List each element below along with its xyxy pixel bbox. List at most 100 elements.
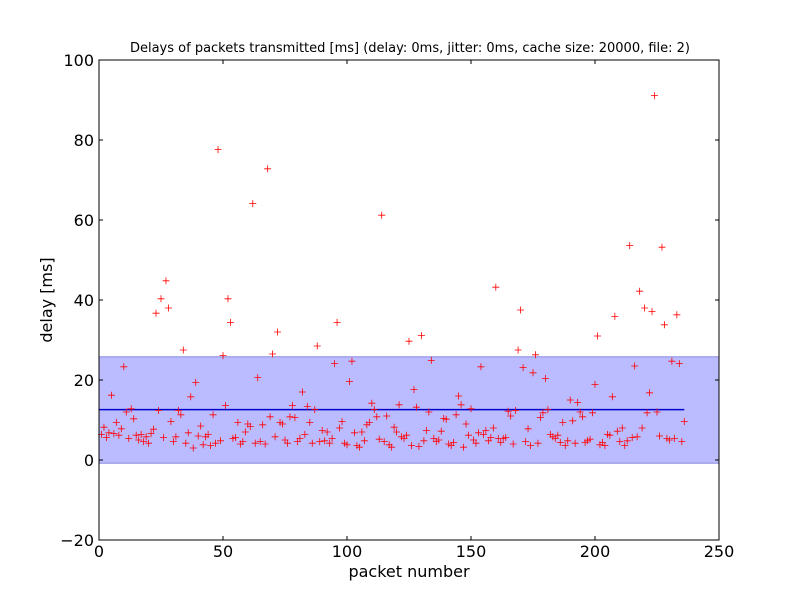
- data-point-50: [219, 352, 227, 360]
- data-point-190: [566, 396, 574, 404]
- data-point-63: [251, 439, 259, 447]
- data-point-128: [412, 403, 420, 411]
- data-point-162: [497, 438, 505, 446]
- data-point-213: [623, 437, 631, 445]
- data-point-101: [345, 378, 353, 386]
- data-point-112: [373, 413, 381, 421]
- x-tick-label-0: 0: [94, 542, 104, 561]
- data-point-170: [517, 306, 525, 314]
- x-tick-label-200: 200: [580, 542, 611, 561]
- data-point-26: [159, 434, 167, 442]
- data-point-148: [462, 420, 470, 428]
- data-point-185: [554, 431, 562, 439]
- data-point-236: [680, 418, 688, 426]
- data-point-217: [633, 433, 641, 441]
- data-point-160: [492, 283, 500, 291]
- data-point-164: [502, 434, 510, 442]
- data-point-178: [536, 414, 544, 422]
- data-point-5: [107, 391, 115, 399]
- data-point-23: [152, 309, 160, 317]
- data-point-109: [365, 418, 373, 426]
- data-point-59: [241, 428, 249, 436]
- data-point-131: [420, 437, 428, 445]
- data-point-124: [403, 431, 411, 439]
- data-point-200: [591, 380, 599, 388]
- data-point-147: [460, 443, 468, 451]
- y-tick-label-20: 20: [74, 371, 94, 390]
- data-point-150: [467, 405, 475, 413]
- data-point-156: [482, 426, 490, 434]
- x-tick-label-250: 250: [704, 542, 735, 561]
- data-point-42: [199, 441, 207, 449]
- data-point-66: [259, 421, 267, 429]
- data-point-72: [274, 328, 282, 336]
- data-point-35: [182, 439, 190, 447]
- data-point-171: [519, 364, 527, 372]
- data-point-137: [435, 436, 443, 444]
- data-point-58: [239, 438, 247, 446]
- data-point-215: [628, 434, 636, 442]
- data-point-106: [358, 428, 366, 436]
- data-point-10: [120, 363, 128, 371]
- data-point-220: [641, 304, 649, 312]
- data-point-114: [378, 211, 386, 219]
- data-point-206: [606, 431, 614, 439]
- data-point-74: [279, 420, 287, 428]
- data-point-219: [638, 424, 646, 432]
- data-point-49: [217, 437, 225, 445]
- y-tick-label-0: 0: [84, 451, 94, 470]
- data-point-177: [534, 439, 542, 447]
- data-point-87: [311, 406, 319, 414]
- data-point-16: [135, 436, 143, 444]
- data-point-120: [393, 428, 401, 436]
- data-point-111: [370, 406, 378, 414]
- data-point-29: [167, 418, 175, 426]
- data-point-152: [472, 439, 480, 447]
- data-point-187: [559, 418, 567, 426]
- data-point-11: [122, 408, 130, 416]
- data-point-37: [187, 393, 195, 401]
- data-point-39: [192, 378, 200, 386]
- data-point-227: [658, 243, 666, 251]
- data-point-102: [348, 357, 356, 365]
- data-point-173: [524, 425, 532, 433]
- data-point-193: [574, 398, 582, 406]
- data-point-44: [204, 430, 212, 438]
- data-point-55: [231, 434, 239, 442]
- data-point-68: [264, 165, 272, 173]
- data-point-70: [269, 350, 277, 358]
- data-point-97: [336, 424, 344, 432]
- data-point-3: [102, 434, 110, 442]
- data-point-46: [209, 411, 217, 419]
- y-tick-label--20: −20: [60, 531, 94, 550]
- data-point-130: [417, 332, 425, 340]
- data-point-53: [226, 318, 234, 326]
- data-point-198: [586, 435, 594, 443]
- data-point-62: [249, 200, 257, 208]
- data-point-33: [177, 411, 185, 419]
- y-axis-label: delay [ms]: [37, 257, 56, 342]
- data-point-121: [395, 401, 403, 409]
- data-point-24: [155, 406, 163, 414]
- data-point-214: [626, 242, 634, 250]
- data-point-199: [589, 409, 597, 417]
- chart-title: Delays of packets transmitted [ms] (dela…: [130, 41, 690, 56]
- data-point-65: [256, 438, 264, 446]
- data-point-208: [611, 312, 619, 320]
- data-point-78: [288, 402, 296, 410]
- data-point-110: [368, 399, 376, 407]
- data-point-7: [112, 418, 120, 426]
- data-point-216: [631, 362, 639, 370]
- data-point-146: [457, 401, 465, 409]
- data-point-92: [323, 428, 331, 436]
- data-point-115: [380, 438, 388, 446]
- data-point-119: [390, 423, 398, 431]
- x-tick-label-100: 100: [332, 542, 363, 561]
- data-point-40: [194, 432, 202, 440]
- data-point-175: [529, 369, 537, 377]
- data-point-2: [100, 423, 108, 431]
- data-point-134: [427, 356, 435, 364]
- x-axis-ticks: 0 50 100 150 200 250: [94, 60, 734, 561]
- data-point-201: [593, 332, 601, 340]
- data-point-47: [212, 439, 220, 447]
